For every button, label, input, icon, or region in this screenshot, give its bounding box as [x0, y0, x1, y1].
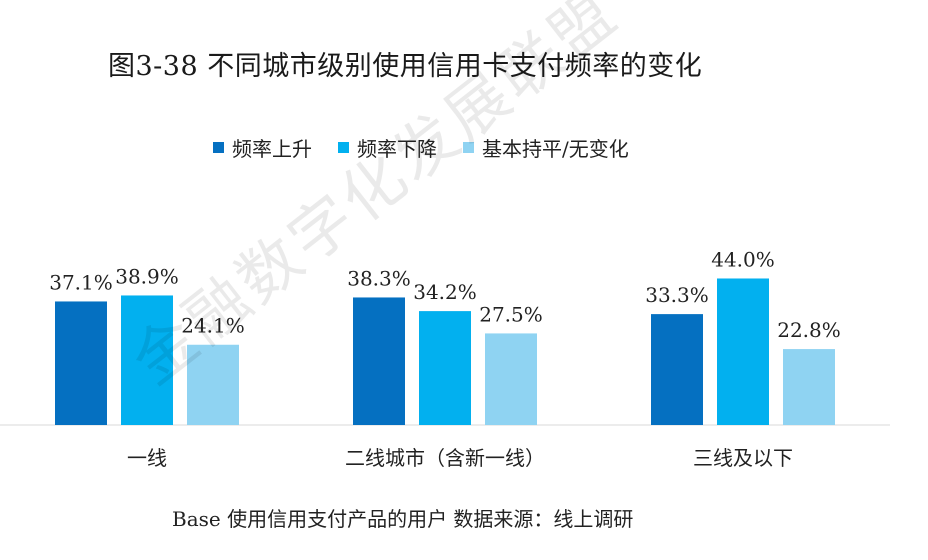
legend-swatch-flat — [463, 141, 474, 153]
bar-fall-3 — [717, 278, 769, 425]
data-label-flat-1: 24.1% — [181, 314, 245, 338]
bar-flat-1 — [187, 344, 239, 425]
legend-label-rise: 频率上升 — [232, 136, 312, 161]
legend-item-fall: 频率下降 — [338, 133, 437, 162]
category-label-1: 一线 — [127, 446, 167, 470]
bar-rise-1 — [55, 301, 107, 425]
data-label-flat-3: 22.8% — [777, 318, 841, 342]
legend-swatch-rise — [213, 141, 224, 153]
data-label-flat-2: 27.5% — [479, 302, 543, 326]
data-label-fall-3: 44.0% — [711, 247, 775, 271]
bar-fall-2 — [419, 311, 471, 425]
legend-label-flat: 基本持平/无变化 — [482, 136, 629, 161]
category-label-3: 三线及以下 — [693, 446, 793, 470]
data-label-rise-3: 33.3% — [645, 283, 709, 307]
data-label-rise-1: 37.1% — [49, 270, 113, 294]
legend-swatch-fall — [338, 141, 349, 153]
chart-legend: 频率上升 频率下降 基本持平/无变化 — [213, 133, 629, 161]
bar-flat-3 — [783, 349, 835, 425]
legend-item-rise: 频率上升 — [213, 133, 312, 162]
category-label-2: 二线城市（含新一线） — [345, 446, 545, 470]
chart-title: 图3-38 不同城市级别使用信用卡支付频率的变化 — [108, 51, 703, 82]
source-footnote: Base 使用信用支付产品的用户 数据来源：线上调研 — [172, 507, 634, 531]
bar-fall-1 — [121, 295, 173, 425]
data-label-fall-1: 38.9% — [115, 264, 179, 288]
data-label-rise-2: 38.3% — [347, 266, 411, 290]
legend-item-flat: 基本持平/无变化 — [463, 133, 629, 162]
data-label-fall-2: 34.2% — [413, 280, 477, 304]
bar-flat-2 — [485, 333, 537, 425]
bar-rise-3 — [651, 314, 703, 425]
legend-label-fall: 频率下降 — [357, 136, 437, 161]
bar-rise-2 — [353, 297, 405, 425]
